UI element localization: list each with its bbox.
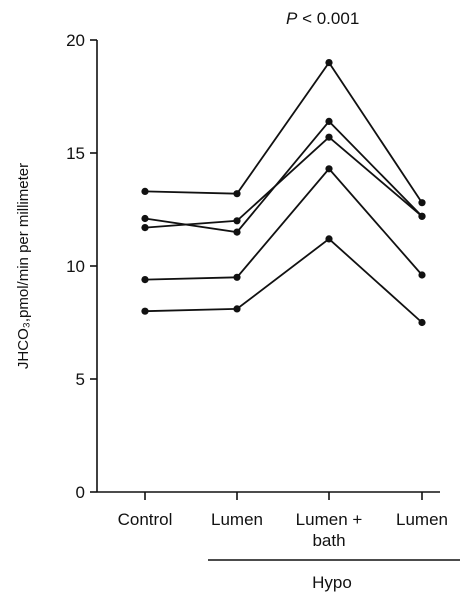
data-point <box>141 187 149 195</box>
data-point <box>233 190 241 198</box>
data-point <box>418 271 426 279</box>
y-tick-label: 0 <box>76 483 85 502</box>
x-tick-label: Control <box>118 510 173 529</box>
x-axis-ticks: Control Lumen Lumen + bath Lumen <box>118 492 448 550</box>
data-point <box>141 307 149 315</box>
series-line <box>144 237 423 324</box>
y-tick-label: 20 <box>66 31 85 50</box>
series-layer <box>141 59 426 327</box>
series-line <box>144 61 423 204</box>
x-tick-label: Lumen <box>211 510 263 529</box>
y-tick-label: 10 <box>66 257 85 276</box>
series-5 <box>141 235 426 327</box>
y-axis-title: JHCO₃,pmol/min per millimeter <box>15 163 32 369</box>
series-line <box>144 136 423 229</box>
data-point <box>325 59 333 67</box>
data-point <box>325 117 333 125</box>
group-label-hypo: Hypo <box>312 573 352 592</box>
series-line <box>144 120 423 234</box>
series-1 <box>141 59 426 207</box>
y-tick-label: 15 <box>66 144 85 163</box>
x-tick-label: Lumen <box>396 510 448 529</box>
data-point <box>233 217 241 225</box>
data-point <box>233 273 241 281</box>
data-point <box>325 235 333 243</box>
y-tick-label: 5 <box>76 370 85 389</box>
data-point <box>418 318 426 327</box>
series-line <box>144 167 423 281</box>
data-point <box>418 212 426 220</box>
series-4 <box>141 165 426 284</box>
data-point <box>233 228 241 236</box>
data-point <box>325 165 333 173</box>
data-point <box>233 305 241 313</box>
series-3 <box>141 133 426 232</box>
data-point <box>325 133 333 141</box>
data-point <box>141 224 149 232</box>
p-letter: P <box>286 9 298 28</box>
x-tick-label: Lumen + bath <box>296 510 363 550</box>
data-point <box>141 276 149 284</box>
y-axis-ticks: 0 5 10 15 20 <box>66 31 97 502</box>
p-value: < 0.001 <box>302 9 359 28</box>
series-2 <box>141 117 426 236</box>
significance-annotation: P < 0.001 <box>286 9 359 28</box>
data-point <box>141 214 149 223</box>
data-point <box>418 199 426 207</box>
